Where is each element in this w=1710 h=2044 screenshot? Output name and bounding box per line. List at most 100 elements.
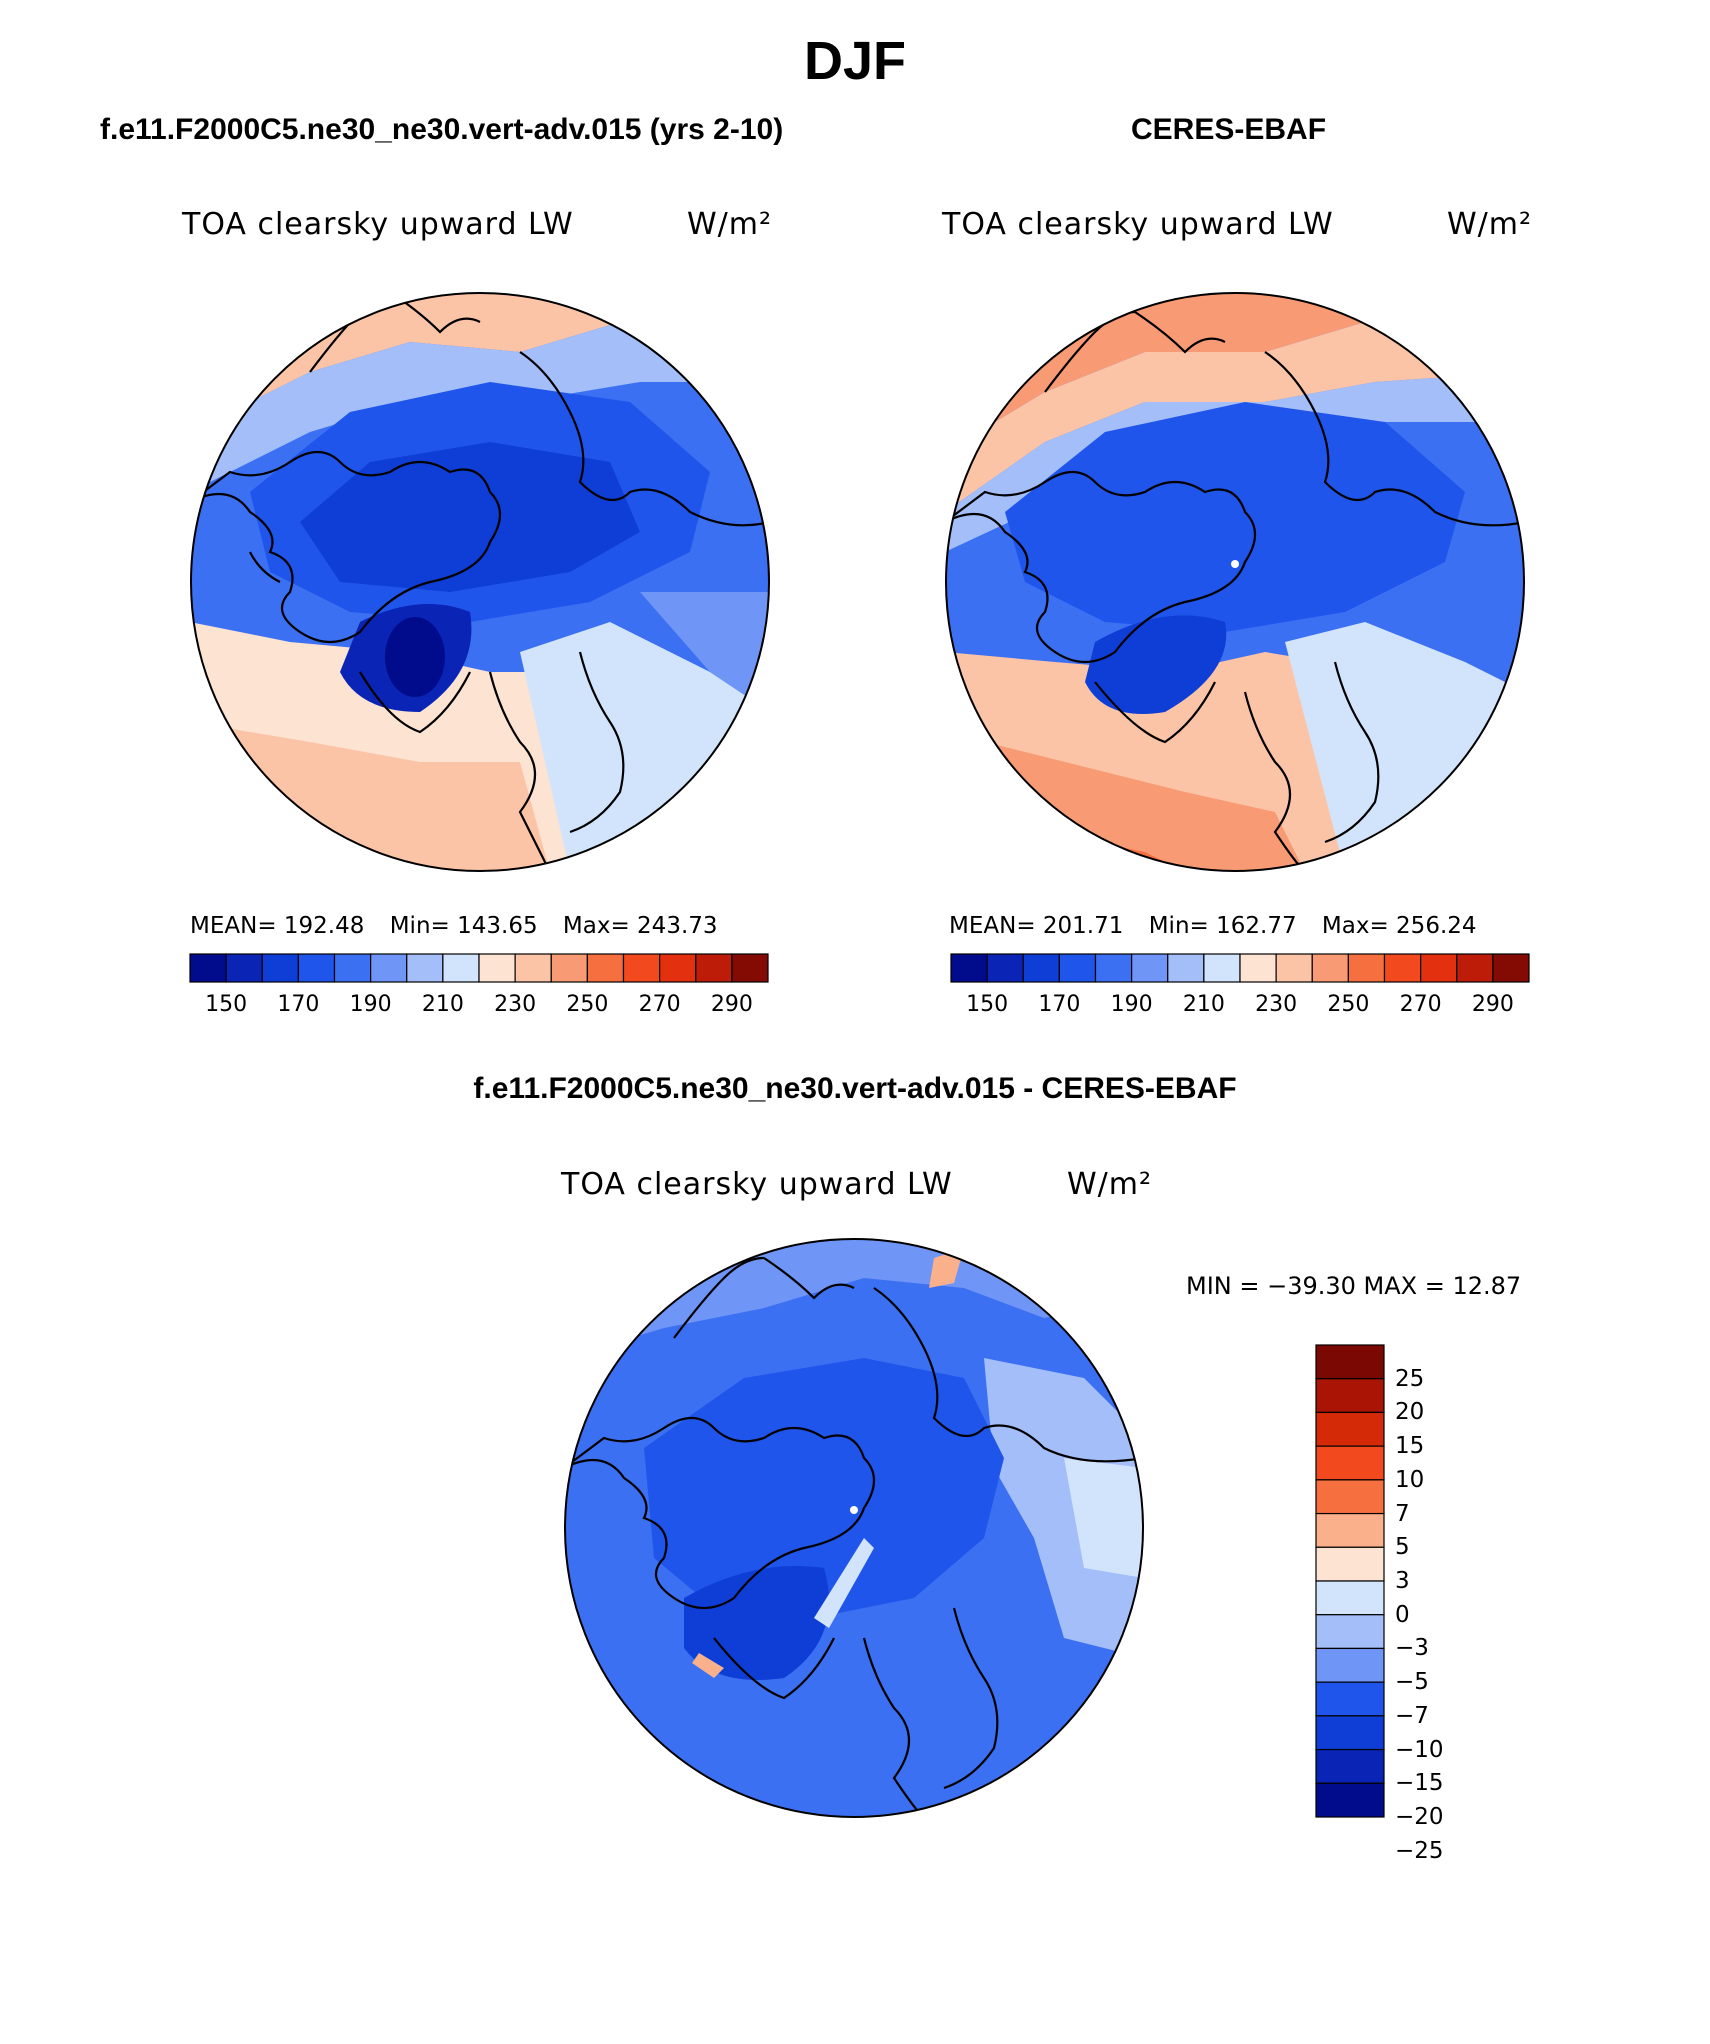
colorbar-swatch: [1315, 1546, 1385, 1582]
colorbar-tick-label: 15: [1395, 1433, 1425, 1460]
greenland-cold-core: [684, 1566, 829, 1680]
obs-units-label: W/m²: [1447, 207, 1533, 242]
arctic-cold-region: [1005, 402, 1465, 632]
colorbar-swatch: [442, 953, 480, 983]
greenland-warm-streak: [692, 1653, 724, 1678]
colorbar-swatch: [695, 953, 733, 983]
diff-polar-map: [564, 1238, 1144, 1818]
colorbar-tick-label: 10: [1395, 1466, 1425, 1493]
colorbar-tick-label: −10: [1395, 1736, 1444, 1763]
colorbar-swatch: [1094, 953, 1133, 983]
model-stats: MEAN= 192.48 Min= 143.65 Max= 243.73: [190, 913, 718, 939]
coastlines: [946, 310, 1524, 871]
colorbar-swatch: [1315, 1715, 1385, 1751]
pole-marker: [1231, 560, 1239, 568]
colorbar-tick-label: 210: [421, 992, 464, 1017]
europe-light-streak: [814, 1538, 874, 1628]
colorbar-swatch: [1131, 953, 1169, 983]
diff-units-label: W/m²: [1067, 1167, 1153, 1202]
model-polar-map: [190, 292, 770, 872]
model-min-value: 143.65: [457, 913, 538, 939]
colorbar-tick-label: 150: [205, 992, 248, 1017]
colorbar-swatch: [1167, 953, 1205, 983]
pacific-light-region: [946, 322, 1524, 512]
colorbar-swatch: [478, 953, 516, 983]
colorbar-swatch: [189, 953, 227, 983]
model-min-label: Min=: [389, 913, 450, 939]
model-units-label: W/m²: [687, 207, 773, 242]
colorbar-swatch: [1347, 953, 1386, 983]
colorbar-tick-label: 270: [638, 992, 681, 1017]
colorbar-swatch: [1456, 953, 1494, 983]
obs-colorbar: [950, 953, 1530, 983]
model-panel-title: f.e11.F2000C5.ne30_ne30.vert-adv.015 (yr…: [100, 113, 784, 146]
greenland-cold-core: [1085, 615, 1227, 714]
eurasia-light-region: [640, 592, 769, 712]
colorbar-tick-label: 190: [349, 992, 392, 1017]
colorbar-swatch: [1311, 953, 1349, 983]
colorbar-tick-label: 230: [494, 992, 537, 1017]
colorbar-tick-label: −20: [1395, 1804, 1444, 1830]
colorbar-swatch: [1315, 1512, 1385, 1548]
colorbar-swatch: [950, 953, 988, 983]
obs-max-label: Max=: [1321, 913, 1389, 939]
colorbar-tick-label: 170: [1038, 992, 1081, 1017]
colorbar-tick-label: 250: [1327, 992, 1370, 1017]
model-mean-value: 192.48: [283, 913, 365, 939]
colorbar-tick-label: −7: [1395, 1702, 1429, 1729]
colorbar-swatch: [225, 953, 263, 983]
obs-polar-map: [945, 292, 1525, 872]
model-max-value: 243.73: [637, 913, 718, 939]
colorbar-tick-label: 290: [1471, 992, 1514, 1017]
obs-colorbar-ticks: 150 170 190 210 230 250 270 290: [951, 992, 1529, 1022]
obs-mean-value: 201.71: [1042, 913, 1124, 939]
model-variable-label: TOA clearsky upward LW: [182, 207, 574, 242]
arctic-colder-region: [300, 442, 640, 592]
colorbar-tick-label: 3: [1395, 1568, 1410, 1594]
colorbar-tick-label: 230: [1255, 992, 1298, 1017]
obs-min-value: 162.77: [1216, 913, 1297, 939]
colorbar-tick-label: −5: [1395, 1669, 1429, 1696]
colorbar-tick-label: 270: [1399, 992, 1442, 1017]
colorbar-swatch: [1315, 1479, 1385, 1515]
colorbar-swatch: [1315, 1411, 1385, 1447]
colorbar-tick-label: 290: [710, 992, 753, 1017]
colorbar-swatch: [370, 953, 408, 983]
colorbar-swatch: [297, 953, 336, 983]
diff-colorbar-ticks: 25 20 15 10 7 5 3 0 −3 −5 −7 −10 −15 −20 −25: [1395, 1345, 1475, 1864]
colorbar-swatch: [1420, 953, 1458, 983]
colorbar-swatch: [1383, 953, 1422, 983]
colorbar-swatch: [586, 953, 625, 983]
diff-colorbar: [1315, 1344, 1385, 1818]
east-faint-region: [1064, 1458, 1143, 1578]
obs-panel-title: CERES-EBAF: [1131, 113, 1327, 146]
colorbar-tick-label: 210: [1182, 992, 1225, 1017]
colorbar-swatch: [1315, 1614, 1385, 1650]
colorbar-swatch: [659, 953, 697, 983]
colorbar-swatch: [731, 953, 769, 983]
colorbar-swatch: [1315, 1681, 1385, 1717]
colorbar-swatch: [406, 953, 444, 983]
pacific-cool-band: [946, 372, 1524, 552]
obs-min-label: Min=: [1148, 913, 1209, 939]
obs-max-value: 256.24: [1396, 913, 1477, 939]
colorbar-tick-label: 20: [1395, 1399, 1425, 1426]
diff-minmax: MIN = −39.30 MAX = 12.87: [1186, 1272, 1522, 1300]
colorbar-swatch: [1315, 1378, 1385, 1414]
colorbar-swatch: [1022, 953, 1060, 983]
pacific-light-band: [191, 322, 769, 492]
model-max-label: Max=: [562, 913, 630, 939]
model-colorbar-ticks: 150 170 190 210 230 250 270 290: [190, 992, 768, 1022]
model-colorbar: [189, 953, 769, 983]
colorbar-swatch: [1315, 1580, 1385, 1616]
colorbar-swatch: [1315, 1445, 1385, 1481]
arctic-cold-region: [644, 1358, 1004, 1618]
colorbar-swatch: [261, 953, 299, 983]
colorbar-tick-label: 25: [1395, 1365, 1425, 1392]
colorbar-swatch: [514, 953, 552, 983]
colorbar-tick-label: 7: [1395, 1500, 1410, 1527]
colorbar-swatch: [1315, 1748, 1385, 1784]
colorbar-swatch: [1315, 1344, 1385, 1380]
colorbar-tick-label: −15: [1395, 1770, 1444, 1797]
obs-stats: MEAN= 201.71 Min= 162.77 Max= 256.24: [949, 913, 1477, 939]
